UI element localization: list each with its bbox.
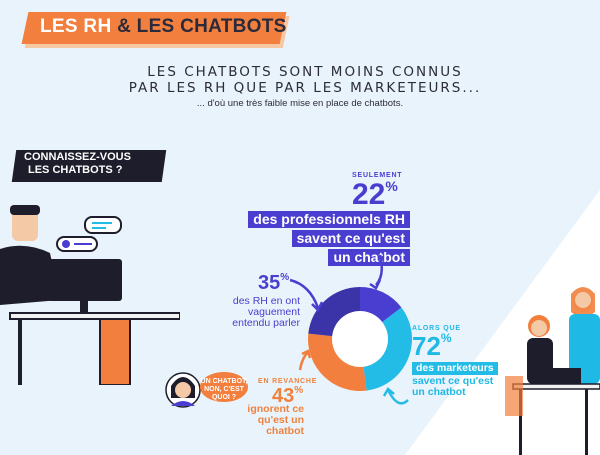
stat-43-text: ignorent ce qu'est un chatbot (222, 404, 304, 437)
title-part1: LES RH (40, 16, 112, 37)
stat-72-line3: un chatbot (412, 386, 466, 398)
stat-22-pct: % (385, 178, 398, 194)
stat-22-line1: des professionnels RH (248, 211, 410, 228)
stat-35-line1: des RH en ont (232, 295, 300, 307)
stat-72-value: 72% (412, 331, 452, 362)
stat-35-text: des RH en ont vaguement entendu parler (220, 296, 300, 329)
stat-22-prefix: SEULEMENT (352, 172, 403, 179)
stat-43-pct: % (294, 385, 304, 396)
title-part2: & LES CHATBOTS (111, 16, 287, 37)
donut-chart (308, 287, 412, 391)
stat-43-value: 43% (272, 385, 303, 408)
arrows-layer (289, 254, 409, 405)
stat-22-line2: savent ce qu'est (291, 230, 410, 247)
stat-72-line2: savent ce qu'est (412, 375, 494, 387)
stat-43-line2: qu'est un chatbot (257, 414, 304, 437)
two-people-illustration (505, 287, 600, 455)
stat-43-prefix: EN REVANCHE (258, 378, 318, 385)
stat-35-pct: % (280, 272, 290, 283)
stat-35-number: 35 (258, 272, 281, 294)
stat-72-line1: des marketeurs (412, 362, 498, 375)
stat-22-value: 22% (352, 178, 398, 212)
question-text: CONNAISSEZ-VOUS LES CHATBOTS ? (24, 151, 131, 177)
speech-line1: UN CHATBOT, (200, 378, 248, 385)
stat-43-number: 43 (272, 385, 295, 407)
stat-35-line3: entendu parler (232, 317, 300, 329)
stat-22-line3: un chatbot (328, 249, 410, 266)
stat-72-text: des marketeurs savent ce qu'est un chatb… (412, 358, 498, 398)
stat-43-line1: ignorent ce (247, 403, 304, 415)
stat-35-value: 35% (258, 272, 289, 295)
arrow-72 (386, 389, 409, 405)
speech-bubble: UN CHATBOT, NON, C'EST QUOI ? (200, 372, 248, 402)
arrow-35 (289, 278, 320, 309)
subheadline: ... d'où une très faible mise en place d… (196, 98, 404, 109)
speech-line2: NON, C'EST QUOI ? (204, 386, 244, 401)
stat-72-pct: % (440, 331, 452, 345)
question-line1: CONNAISSEZ-VOUS (24, 151, 131, 163)
stat-22-number: 22 (352, 178, 386, 211)
headline-line2: PAR LES RH QUE PAR LES MARKETEURS... (128, 80, 482, 96)
stat-72-prefix: ALORS QUE (412, 325, 461, 332)
man-at-desk-illustration (0, 205, 180, 385)
stat-22-text: des professionnels RH savent ce qu'est u… (230, 211, 410, 267)
arrow-43 (298, 351, 309, 371)
woman-avatar (165, 372, 201, 408)
headline-line1: LES CHATBOTS SONT MOINS CONNUS (147, 64, 463, 80)
page-title: LES RH & LES CHATBOTS (40, 16, 287, 38)
stat-35-line2: vaguement (248, 306, 300, 318)
stat-72-number: 72 (412, 331, 441, 361)
question-line2: LES CHATBOTS ? (28, 164, 123, 176)
